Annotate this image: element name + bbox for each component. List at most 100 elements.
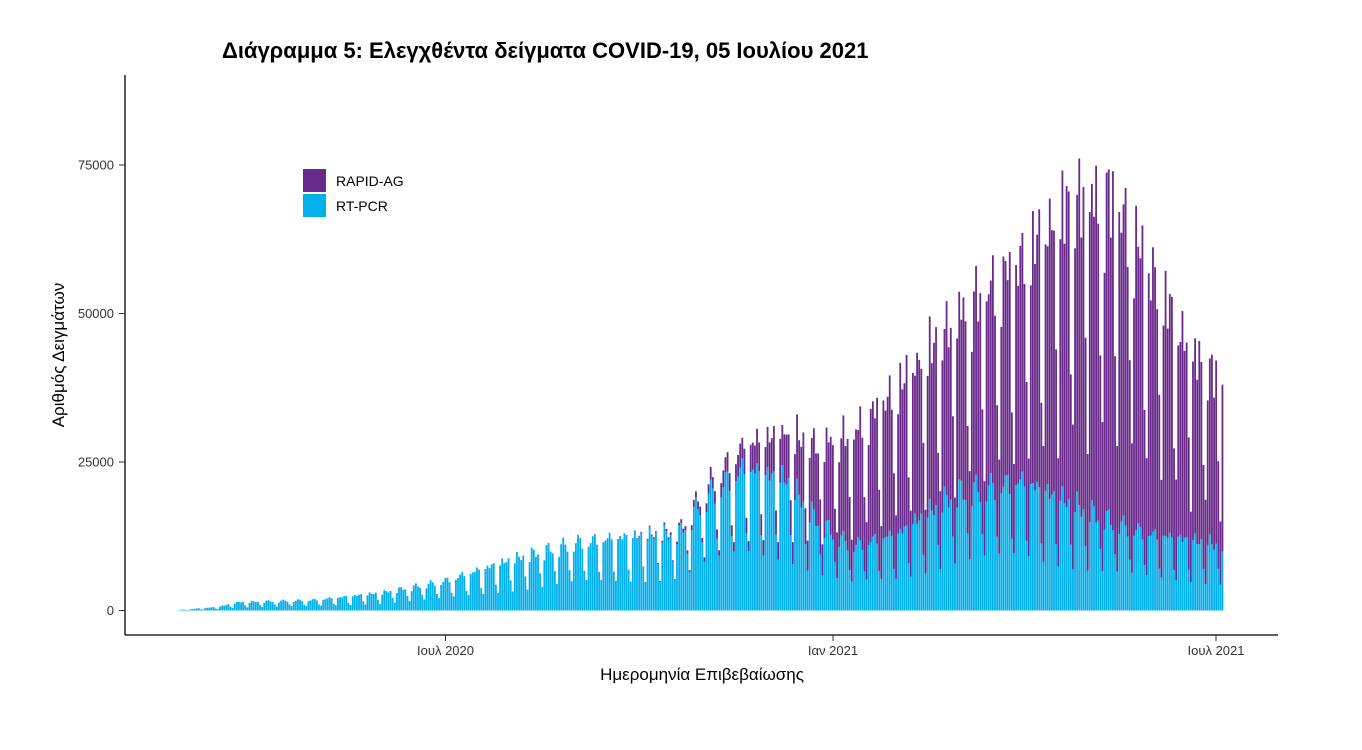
bar-rt-pcr — [379, 603, 381, 611]
bar-rt-pcr — [760, 535, 763, 611]
bar-rapid-ag — [779, 438, 782, 483]
bar-rt-pcr — [248, 603, 251, 611]
bar-rapid-ag — [783, 434, 786, 483]
bar-rapid-ag — [1010, 412, 1013, 539]
bar-rt-pcr — [821, 575, 824, 611]
bar-rt-pcr — [328, 597, 331, 611]
bar-rt-pcr — [353, 594, 356, 611]
bar-rt-pcr — [463, 576, 466, 611]
bar-rt-pcr — [867, 545, 870, 611]
x-tick-jul-2021: Ιουλ 2021 — [1188, 635, 1244, 658]
bar-rapid-ag — [1189, 511, 1192, 583]
bar-rapid-ag — [968, 471, 971, 560]
bar-rt-pcr — [275, 606, 278, 611]
bar-rt-pcr — [650, 535, 653, 611]
bar-rapid-ag — [1050, 230, 1053, 495]
bar-rt-pcr — [269, 601, 272, 611]
bar-rapid-ag — [682, 528, 685, 533]
bar-rapid-ag — [1099, 355, 1102, 550]
bar-rt-pcr — [1173, 570, 1175, 611]
bar-rt-pcr — [819, 554, 822, 611]
bar-rt-pcr — [400, 587, 403, 611]
bar-rt-pcr — [583, 570, 586, 611]
bar-rt-pcr — [958, 479, 961, 611]
bar-rt-pcr — [511, 591, 514, 611]
bar-rt-pcr — [339, 597, 341, 611]
bar-rt-pcr — [1090, 500, 1093, 611]
bar-rapid-ag — [914, 375, 916, 514]
bar-rapid-ag — [844, 446, 847, 541]
bar-rapid-ag — [871, 401, 874, 537]
bar-rt-pcr — [1202, 569, 1205, 611]
bar-rapid-ag — [890, 409, 893, 537]
bar-rt-pcr — [667, 539, 670, 611]
bar-rt-pcr — [263, 602, 266, 611]
bar-rapid-ag — [652, 537, 655, 539]
bar-rt-pcr — [1213, 549, 1215, 611]
bar-rt-pcr — [337, 597, 339, 611]
bar-rt-pcr — [566, 551, 569, 611]
bar-rapid-ag — [1131, 443, 1133, 573]
bar-rt-pcr — [292, 602, 295, 611]
bar-rt-pcr — [966, 533, 969, 611]
bar-rt-pcr — [928, 498, 931, 611]
bar-rt-pcr — [1023, 486, 1026, 611]
bar-rt-pcr — [783, 482, 786, 611]
bar-rapid-ag — [1053, 230, 1055, 492]
bar-rt-pcr — [368, 592, 371, 611]
bar-rt-pcr — [743, 474, 746, 611]
bar-rapid-ag — [648, 525, 651, 527]
bar-rapid-ag — [1046, 246, 1049, 485]
bar-rt-pcr — [1116, 571, 1119, 611]
bar-rt-pcr — [973, 482, 975, 611]
bar-rt-pcr — [962, 499, 965, 611]
bar-rapid-ag — [951, 416, 954, 537]
bar-rapid-ag — [754, 445, 756, 474]
bar-rt-pcr — [589, 543, 592, 611]
bar-rt-pcr — [678, 525, 681, 611]
bar-rapid-ag — [1023, 284, 1026, 487]
bar-rapid-ag — [966, 425, 969, 534]
bar-rt-pcr — [817, 525, 820, 611]
bar-rapid-ag — [798, 440, 801, 495]
bar-rapid-ag — [943, 328, 946, 487]
bar-rt-pcr — [878, 570, 881, 611]
bar-rt-pcr — [1099, 549, 1102, 611]
bar-rapid-ag — [726, 452, 729, 472]
bar-rapid-ag — [659, 581, 662, 582]
bar-rt-pcr — [979, 502, 982, 611]
bar-rapid-ag — [1095, 165, 1097, 523]
y-tick-75000: 75000 — [78, 158, 125, 173]
bar-rt-pcr — [208, 607, 211, 611]
bar-rt-pcr — [612, 571, 615, 611]
bar-rapid-ag — [1002, 256, 1005, 487]
bar-rapid-ag — [707, 484, 710, 494]
bar-rt-pcr — [954, 563, 956, 611]
bar-rapid-ag — [956, 338, 959, 508]
bar-rapid-ag — [1154, 267, 1156, 530]
bar-rt-pcr — [686, 553, 689, 611]
bar-rt-pcr — [261, 606, 264, 611]
bar-rapid-ag — [1090, 183, 1093, 501]
bar-rt-pcr — [1162, 535, 1165, 611]
bar-rt-pcr — [1078, 505, 1081, 611]
bar-rapid-ag — [640, 531, 643, 533]
bar-rt-pcr — [254, 602, 257, 611]
bar-rt-pcr — [890, 536, 893, 611]
bar-rt-pcr — [844, 540, 847, 611]
bar-rapid-ag — [764, 447, 767, 476]
bar-rt-pcr — [1080, 516, 1083, 611]
bar-rt-pcr — [406, 596, 409, 611]
bar-rapid-ag — [874, 418, 876, 535]
bar-rt-pcr — [674, 580, 676, 611]
bar-rt-pcr — [313, 598, 316, 611]
bar-rt-pcr — [334, 605, 337, 611]
bar-rt-pcr — [288, 604, 291, 611]
bar-rt-pcr — [1189, 582, 1192, 611]
legend-swatch-rapid-ag — [303, 169, 326, 192]
bar-rt-pcr — [364, 604, 367, 611]
bar-rt-pcr — [252, 601, 255, 611]
bar-rapid-ag — [796, 414, 798, 479]
bar-rapid-ag — [926, 375, 929, 518]
bar-rt-pcr — [863, 571, 866, 611]
